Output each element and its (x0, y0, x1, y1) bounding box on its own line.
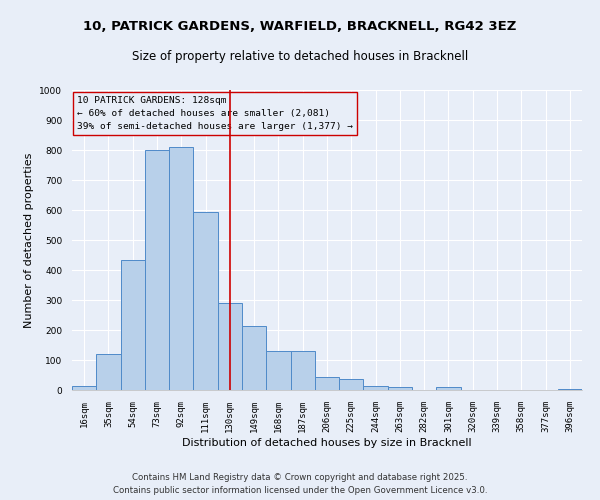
Bar (193, 212, 218, 390)
Bar (436, 387, 461, 390)
Bar (339, 378, 364, 390)
Bar (266, 351, 290, 390)
Bar (145, 150, 169, 390)
Text: 10, PATRICK GARDENS, WARFIELD, BRACKNELL, RG42 3EZ: 10, PATRICK GARDENS, WARFIELD, BRACKNELL… (83, 20, 517, 33)
Bar (72, 386, 96, 390)
X-axis label: Distribution of detached houses by size in Bracknell: Distribution of detached houses by size … (182, 438, 472, 448)
Text: 10 PATRICK GARDENS: 128sqm
← 60% of detached houses are smaller (2,081)
39% of s: 10 PATRICK GARDENS: 128sqm ← 60% of deta… (77, 96, 353, 132)
Bar (364, 386, 388, 390)
Bar (121, 260, 145, 390)
Bar (218, 303, 242, 390)
Bar (315, 378, 339, 390)
Text: Contains HM Land Registry data © Crown copyright and database right 2025.
Contai: Contains HM Land Registry data © Crown c… (113, 474, 487, 495)
Bar (169, 147, 193, 390)
Bar (96, 354, 121, 390)
Text: Size of property relative to detached houses in Bracknell: Size of property relative to detached ho… (132, 50, 468, 63)
Bar (388, 387, 412, 390)
Y-axis label: Number of detached properties: Number of detached properties (24, 152, 34, 328)
Bar (290, 351, 315, 390)
Bar (558, 388, 582, 390)
Bar (242, 326, 266, 390)
